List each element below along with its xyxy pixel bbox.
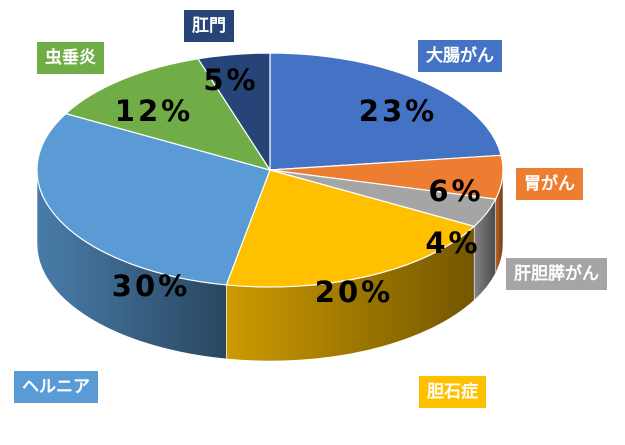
slice-6-category-label: 虫垂炎 bbox=[37, 42, 104, 75]
slice-1-top bbox=[269, 52, 502, 171]
slice-4-top bbox=[225, 169, 476, 288]
slice-6-top bbox=[64, 58, 272, 171]
slice-5-category-label: ヘルニア bbox=[14, 371, 98, 404]
pie-tops bbox=[36, 52, 504, 288]
slice-6-percent-label: 12% bbox=[115, 94, 193, 128]
slice-2-percent-label: 6% bbox=[428, 174, 483, 208]
slice-3-percent-label: 4% bbox=[425, 226, 480, 260]
slice-7-category-label: 肛門 bbox=[184, 10, 234, 43]
slice-5-top bbox=[36, 112, 271, 286]
slice-2-category-label: 胃がん bbox=[516, 168, 583, 201]
pie-percent-labels: 23% 6% 4% 20% 30% 12% 5% bbox=[112, 63, 483, 309]
slice-4-category-label: 胆石症 bbox=[419, 376, 486, 409]
slice-3-category-label: 肝胆膵がん bbox=[506, 258, 607, 291]
slice-5-percent-label: 30% bbox=[112, 269, 190, 303]
slice-7-top bbox=[196, 52, 271, 173]
slice-1-percent-label: 23% bbox=[359, 94, 437, 128]
slice-7-percent-label: 5% bbox=[203, 63, 258, 97]
slice-1-category-label: 大腸がん bbox=[418, 40, 502, 73]
slice-4-percent-label: 20% bbox=[315, 275, 393, 309]
